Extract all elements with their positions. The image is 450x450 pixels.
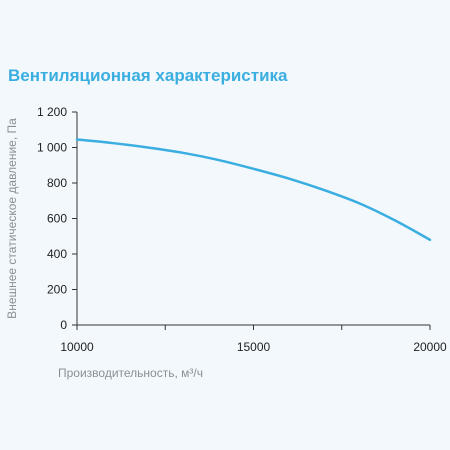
y-tick-label: 1 200 bbox=[37, 105, 67, 119]
y-axis-ticks: 0 200 400 600 800 1 000 1 200 bbox=[37, 105, 77, 332]
chart-title: Вентиляционная характеристика bbox=[8, 66, 288, 85]
x-tick-label: 20000 bbox=[413, 340, 447, 354]
series-group bbox=[75, 138, 432, 242]
y-tick-label: 400 bbox=[47, 247, 67, 261]
y-tick-label: 0 bbox=[60, 318, 67, 332]
x-axis-ticks: 10000 15000 20000 bbox=[60, 325, 447, 354]
y-axis-label: Внешнее статическое давление, Па bbox=[5, 118, 19, 319]
x-tick-label: 10000 bbox=[60, 340, 94, 354]
y-tick-label: 1 000 bbox=[37, 141, 67, 155]
y-tick-label: 200 bbox=[47, 283, 67, 297]
x-axis-label: Производительность, м³/ч bbox=[58, 366, 203, 380]
series-line bbox=[75, 138, 432, 242]
y-tick-label: 600 bbox=[47, 212, 67, 226]
x-tick-label: 15000 bbox=[237, 340, 271, 354]
y-tick-label: 800 bbox=[47, 176, 67, 190]
